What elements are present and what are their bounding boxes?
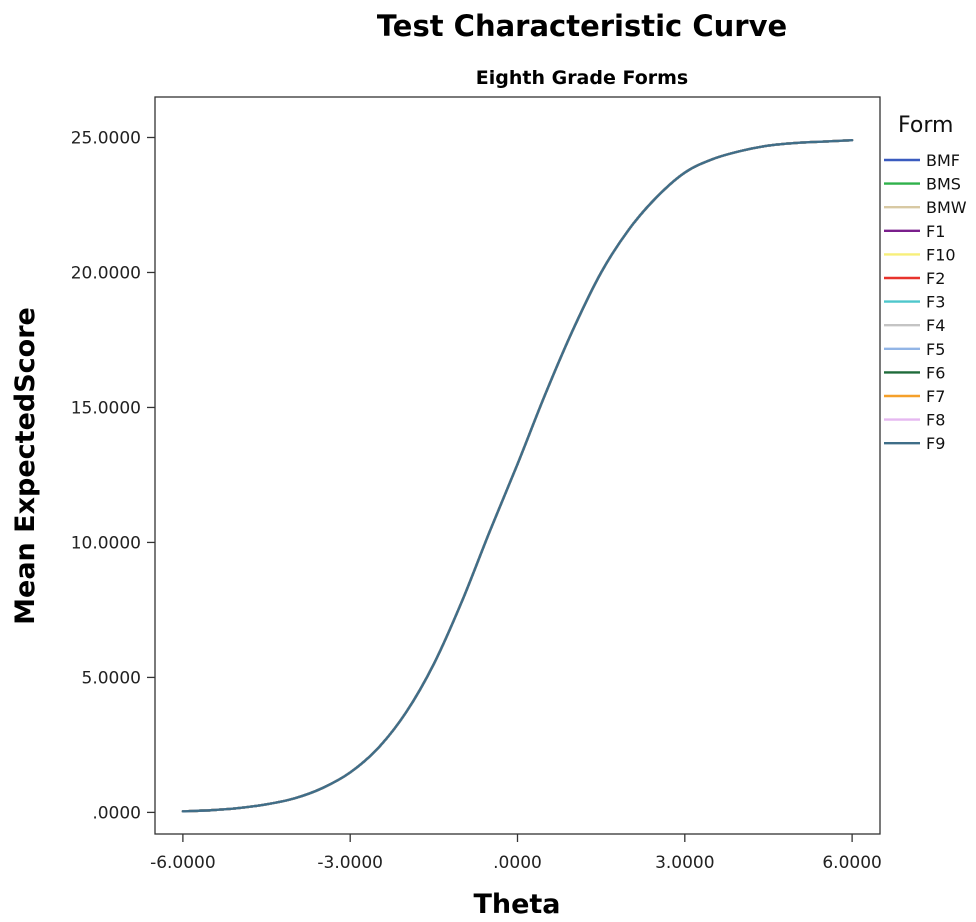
x-tick-label: -6.0000 (150, 853, 216, 873)
y-axis: .0000 5.0000 10.0000 15.0000 20.0000 25.0000 (71, 128, 155, 823)
y-tick-label: 20.0000 (71, 263, 141, 283)
legend-label-f2: F2 (926, 269, 945, 288)
legend-label-f9: F9 (926, 434, 945, 453)
legend-title: Form (898, 113, 953, 138)
y-tick-label: 10.0000 (71, 533, 141, 553)
x-tick-label: 3.0000 (655, 853, 714, 873)
legend-label-f6: F6 (926, 363, 945, 382)
legend-label-f8: F8 (926, 411, 945, 430)
legend-label-f4: F4 (926, 316, 945, 335)
x-axis: -6.0000 -3.0000 .0000 3.0000 6.0000 (150, 834, 882, 873)
x-tick-label: .0000 (493, 853, 542, 873)
legend-label-bmf: BMF (926, 151, 960, 170)
legend-label-f7: F7 (926, 387, 945, 406)
x-tick-label: 6.0000 (822, 853, 881, 873)
y-tick-label: 5.0000 (82, 668, 141, 688)
x-tick-label: -3.0000 (317, 853, 383, 873)
y-axis-label: Mean ExpectedScore (10, 307, 41, 625)
chart-subtitle: Eighth Grade Forms (476, 67, 688, 89)
legend-label-f3: F3 (926, 293, 945, 312)
y-tick-label: 25.0000 (71, 128, 141, 148)
series-lines (181, 138, 854, 813)
y-tick-label: .0000 (92, 803, 141, 823)
series-line-f9 (181, 138, 854, 813)
legend-label-f10: F10 (926, 245, 956, 264)
legend: Form BMF BMS BMW F1 F10 F2 F3 F4 F5 F6 F7 F8 F9 (884, 113, 967, 453)
legend-label-f5: F5 (926, 340, 945, 359)
chart-title: Test Characteristic Curve (377, 9, 787, 43)
y-tick-label: 15.0000 (71, 398, 141, 418)
x-axis-label: Theta (473, 889, 560, 920)
legend-label-bms: BMS (926, 175, 961, 194)
legend-label-f1: F1 (926, 222, 945, 241)
legend-label-bmw: BMW (926, 198, 967, 217)
